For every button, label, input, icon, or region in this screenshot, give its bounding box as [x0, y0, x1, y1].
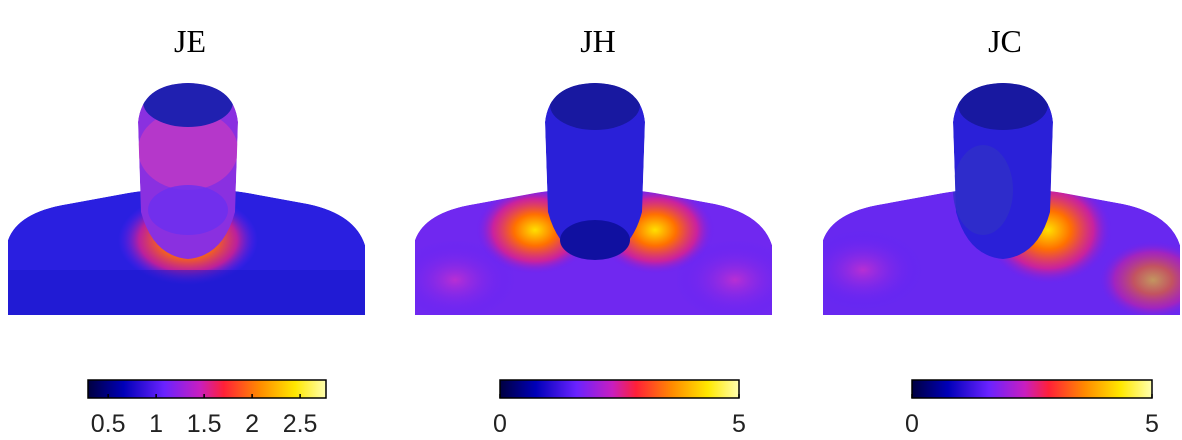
- colorbar: [499, 379, 740, 399]
- colorbar-tick-label: 5: [1145, 410, 1159, 438]
- colorbar-tick-label: 0: [493, 410, 507, 438]
- colorbar: [911, 379, 1153, 399]
- colorbar-tick-label: 0: [905, 410, 919, 438]
- panel-title: JH: [580, 23, 616, 59]
- heatmap-je: [8, 83, 365, 315]
- colorbar-tick-label: 0.5: [91, 410, 126, 438]
- colorbar-tick-label: 5: [732, 410, 746, 438]
- panel-title: JE: [174, 23, 206, 59]
- colorbar-tick-label: 1: [149, 410, 163, 438]
- panel-title: JC: [988, 23, 1022, 59]
- heatmap-jh: [415, 83, 772, 315]
- heatmap-jc: [823, 83, 1180, 315]
- colorbar-tick-label: 2: [245, 410, 259, 438]
- colorbar: [87, 379, 327, 399]
- colorbar-tick-label: 2.5: [283, 410, 318, 438]
- colorbar-tick-label: 1.5: [187, 410, 222, 438]
